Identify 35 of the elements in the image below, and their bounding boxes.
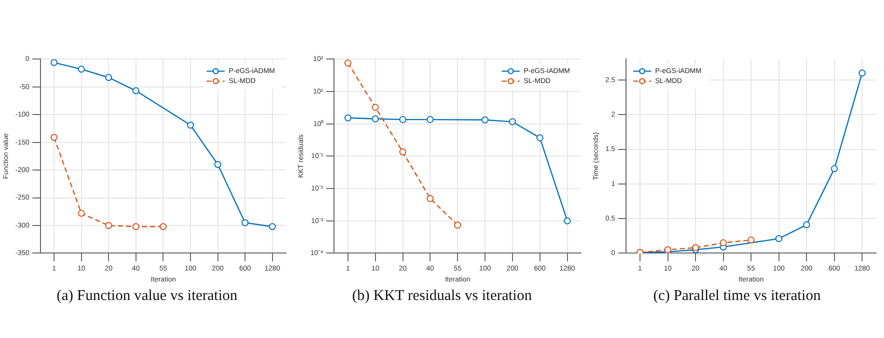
point (482, 116, 489, 124)
point (242, 219, 249, 226)
point (50, 134, 58, 141)
point (160, 223, 167, 230)
point (830, 165, 838, 172)
point (78, 66, 85, 73)
point (372, 104, 379, 111)
point (536, 134, 544, 142)
point (564, 217, 571, 224)
point (214, 161, 222, 168)
point (399, 116, 406, 124)
point (775, 235, 782, 242)
point (344, 60, 352, 67)
point (132, 87, 140, 94)
text: (b) KKT residuals vs iteration (351, 288, 533, 305)
point (508, 118, 516, 126)
point (426, 195, 434, 202)
point (50, 59, 58, 66)
point (78, 210, 85, 217)
text: (a) Function value vs iteration (56, 288, 238, 305)
point (748, 236, 755, 244)
point (399, 148, 406, 156)
point (105, 222, 112, 229)
point (720, 239, 727, 246)
point (803, 221, 810, 228)
point (268, 223, 276, 230)
text: (c) Parallel time vs iteration (652, 288, 822, 305)
point (132, 223, 140, 230)
point (344, 114, 352, 122)
point (454, 222, 462, 229)
point (105, 74, 112, 81)
point (858, 70, 866, 77)
point (186, 122, 194, 129)
point (372, 115, 379, 122)
point (426, 116, 434, 124)
